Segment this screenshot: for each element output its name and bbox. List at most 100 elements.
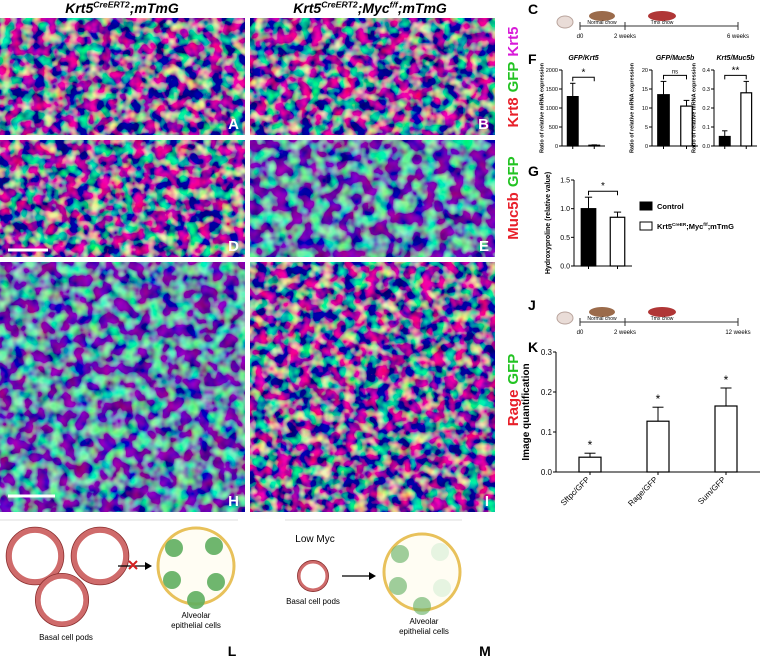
mouse-icon [556, 311, 574, 325]
significance-bracket [572, 76, 595, 82]
y-tick-label: 1.0 [560, 206, 570, 213]
bar [646, 420, 670, 473]
micrograph-signal [0, 140, 245, 257]
block-mark [128, 560, 138, 570]
y-tick-label: 20 [642, 68, 648, 74]
micrograph-signal [0, 262, 245, 512]
basal-pod-outline [70, 526, 130, 586]
panel-letter: I [485, 493, 489, 510]
bar [740, 92, 753, 147]
phase-label: Tmx chow [651, 316, 674, 322]
y-tick-label: 0 [555, 144, 558, 150]
label: Krt5CreERT2;Mycf/f;mTmG [293, 0, 447, 16]
significance-bracket [724, 74, 747, 80]
y-tick-label: 15 [642, 87, 648, 93]
bar [714, 405, 738, 473]
basal-pod-outline [297, 560, 329, 592]
text-part: ;mTmG [708, 222, 734, 231]
alveolar-cell [165, 539, 183, 557]
micrograph-signal [250, 18, 495, 135]
alveolar-cell [391, 545, 409, 563]
bar [718, 135, 731, 147]
label: Control [657, 202, 684, 211]
panel-letter: J [528, 297, 536, 313]
y-tick-label: 0.1 [702, 125, 710, 131]
y-tick-label: 0.0 [541, 468, 553, 477]
y-axis-label: Ratio of relative mRNA expression [539, 62, 545, 153]
stain-name: Krt5 [505, 27, 522, 57]
time-label: 12 weeks [725, 330, 750, 336]
y-tick-label: 0.0 [560, 263, 570, 270]
label: Krt5CreERT2;mTmG [65, 0, 179, 16]
diagram-label: Basal cell pods [286, 597, 340, 606]
diagram-label: Alveolar [410, 617, 439, 626]
diagram-label: Basal cell pods [39, 633, 93, 642]
significance: * [582, 67, 586, 78]
significance: * [656, 392, 661, 406]
chart-title: GFP/Muc5b [656, 55, 695, 62]
stain-name: Rage [505, 390, 522, 427]
mouse-icon [556, 15, 574, 29]
arrow-head [145, 562, 152, 570]
alveolar-cell [205, 537, 223, 555]
y-tick-label: 500 [549, 125, 558, 131]
y-tick-label: 2000 [546, 68, 558, 74]
time-label: 2 weeks [614, 330, 636, 336]
text-part: ;mTmG [130, 0, 179, 16]
legend-swatch [639, 221, 653, 231]
chart-title: GFP/Krt5 [568, 55, 598, 62]
chow-icon [589, 11, 615, 21]
alveolar-cell [433, 579, 451, 597]
significance-bracket [663, 74, 687, 80]
superscript: CreER [672, 222, 687, 227]
diagram-label: Alveolar [182, 611, 211, 620]
superscript: CreERT2 [93, 0, 130, 9]
significance: * [724, 373, 729, 387]
alveolar-cell [187, 591, 205, 609]
y-tick-label: 0 [645, 144, 648, 150]
bar [580, 208, 597, 267]
bar [566, 95, 579, 147]
bar [657, 94, 670, 147]
time-label: 6 weeks [727, 34, 749, 40]
text-part: ;mTmG [398, 0, 447, 16]
significance: * [601, 181, 605, 192]
phase-label: Tmx chow [651, 20, 674, 26]
text-part: Krt5 [293, 0, 321, 16]
y-tick-label: 0.4 [702, 68, 710, 74]
y-tick-label: 0.2 [702, 106, 710, 112]
bar [609, 216, 626, 267]
stain-name: Krt8 [505, 97, 522, 127]
text-part: ;Myc [358, 0, 390, 16]
stain-label: Rage GFP [505, 354, 522, 427]
panel-letter: F [528, 51, 537, 67]
y-tick-label: 1500 [546, 87, 558, 93]
panel-letter: C [528, 1, 538, 17]
micrograph-signal [0, 18, 245, 135]
alveolar-cell [163, 571, 181, 589]
superscript: CreERT2 [321, 0, 358, 9]
chart-title: Krt5/Muc5b [716, 55, 755, 62]
basal-pod [297, 560, 329, 592]
superscript: f/f [390, 0, 399, 9]
y-tick-label: 1000 [546, 106, 558, 112]
micrograph-signal [250, 140, 495, 257]
y-tick-label: 1.5 [560, 177, 570, 184]
text-part: Control [657, 202, 684, 211]
y-tick-label: 0.5 [560, 235, 570, 242]
x-tick-label: Rage/GFP [626, 475, 659, 508]
text-part: Krt5 [65, 0, 93, 16]
panel-letter: K [528, 339, 538, 355]
panel-letter: G [528, 163, 539, 179]
y-axis-label: Hydroxyproline (relative value) [545, 172, 552, 274]
alveolar-cell [389, 577, 407, 595]
y-tick-label: 10 [642, 106, 648, 112]
significance-bracket [588, 190, 618, 196]
bar [578, 456, 602, 473]
basal-pod-outline [34, 572, 90, 628]
panel-letter: B [478, 116, 489, 133]
time-label: d0 [577, 330, 584, 336]
micrograph-signal [250, 262, 495, 512]
